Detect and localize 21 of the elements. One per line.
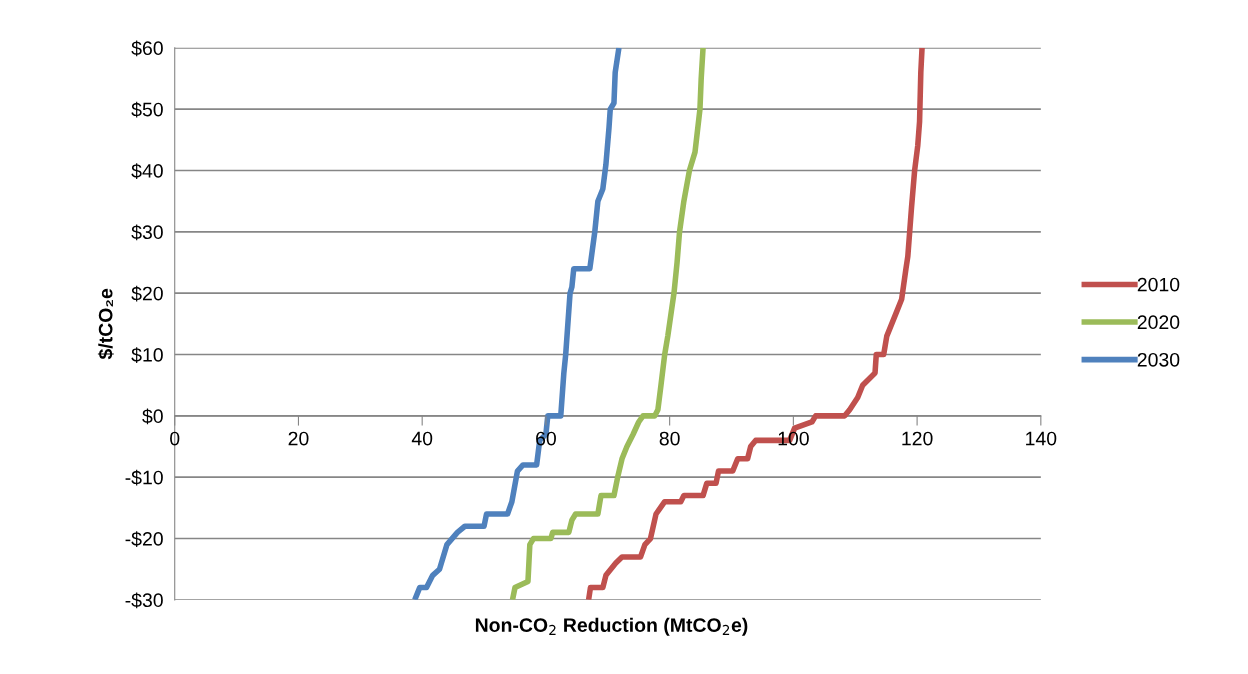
x-tick-label: 140: [1026, 431, 1057, 446]
y-tick-label: -$20: [125, 531, 163, 547]
y-axis-title: $/tCO₂e: [97, 288, 114, 360]
legend-label: 2010: [1137, 277, 1180, 292]
y-tick-label: -$10: [125, 469, 163, 486]
y-tick-label: $60: [131, 40, 163, 57]
legend-label: 2030: [1137, 352, 1180, 367]
y-tick-label: $40: [131, 163, 163, 179]
x-axis-title: Non-CO$_{2}$ Reduction (MtCO$_{2}$e): [475, 617, 748, 636]
y-tick-label: -$30: [125, 592, 163, 609]
x-tick-label: 120: [902, 431, 933, 446]
legend-label: 2020: [1137, 315, 1180, 330]
x-tick-label: 40: [411, 431, 433, 446]
x-tick-label: 0: [170, 431, 180, 446]
x-tick-label: 80: [659, 431, 680, 446]
y-tick-label: $10: [131, 347, 163, 363]
y-tick-label: $30: [131, 224, 163, 241]
y-tick-label: $20: [131, 285, 163, 302]
x-tick-label: 20: [288, 431, 309, 446]
y-tick-label: $50: [131, 101, 163, 118]
y-tick-label: $0: [142, 408, 163, 425]
